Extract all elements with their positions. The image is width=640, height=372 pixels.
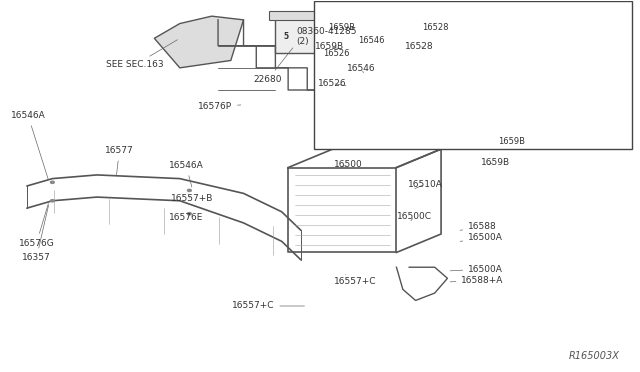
Text: 1659B: 1659B bbox=[315, 42, 344, 51]
Text: 16588+A: 16588+A bbox=[450, 276, 504, 285]
Text: 16577: 16577 bbox=[105, 147, 134, 176]
Text: SEE SEC.163: SEE SEC.163 bbox=[106, 40, 177, 70]
Text: 08360-41285
(2): 08360-41285 (2) bbox=[296, 27, 357, 46]
Text: 16576E: 16576E bbox=[169, 213, 204, 222]
Text: 16576P: 16576P bbox=[198, 102, 241, 111]
Text: R165003X: R165003X bbox=[568, 352, 620, 361]
Text: 16557+B: 16557+B bbox=[172, 195, 214, 203]
Text: 5: 5 bbox=[284, 32, 289, 41]
Circle shape bbox=[188, 212, 191, 215]
Text: 16557+C: 16557+C bbox=[232, 301, 305, 311]
Text: 16500A: 16500A bbox=[450, 264, 503, 273]
Text: 16528: 16528 bbox=[422, 23, 449, 32]
Polygon shape bbox=[435, 46, 499, 138]
Circle shape bbox=[51, 181, 54, 183]
Text: 16546: 16546 bbox=[358, 36, 385, 45]
Text: 16546A: 16546A bbox=[11, 111, 49, 180]
Text: 22680: 22680 bbox=[253, 48, 292, 84]
Text: 1659B: 1659B bbox=[481, 157, 510, 167]
Text: 16526: 16526 bbox=[323, 49, 349, 58]
Text: 1659B: 1659B bbox=[499, 137, 525, 146]
Text: 16500A: 16500A bbox=[460, 233, 503, 242]
Text: 16500C: 16500C bbox=[397, 212, 432, 221]
Bar bbox=[275, 16, 320, 53]
Text: 16546: 16546 bbox=[347, 64, 376, 73]
Text: 16557+C: 16557+C bbox=[334, 275, 376, 286]
Text: 16528: 16528 bbox=[404, 42, 433, 51]
Text: 1659B: 1659B bbox=[328, 23, 355, 32]
Text: 16526: 16526 bbox=[319, 79, 347, 88]
Text: 16588: 16588 bbox=[460, 222, 497, 231]
Polygon shape bbox=[154, 16, 244, 68]
Text: 16546A: 16546A bbox=[169, 161, 204, 187]
Circle shape bbox=[51, 200, 54, 202]
Text: 16500: 16500 bbox=[334, 160, 363, 169]
Text: 16576G: 16576G bbox=[19, 203, 54, 248]
Bar bbox=[314, 1, 632, 149]
Bar bbox=[269, 11, 326, 20]
Circle shape bbox=[188, 189, 191, 192]
Text: 16357: 16357 bbox=[22, 205, 51, 263]
Text: 16510A: 16510A bbox=[408, 180, 443, 189]
